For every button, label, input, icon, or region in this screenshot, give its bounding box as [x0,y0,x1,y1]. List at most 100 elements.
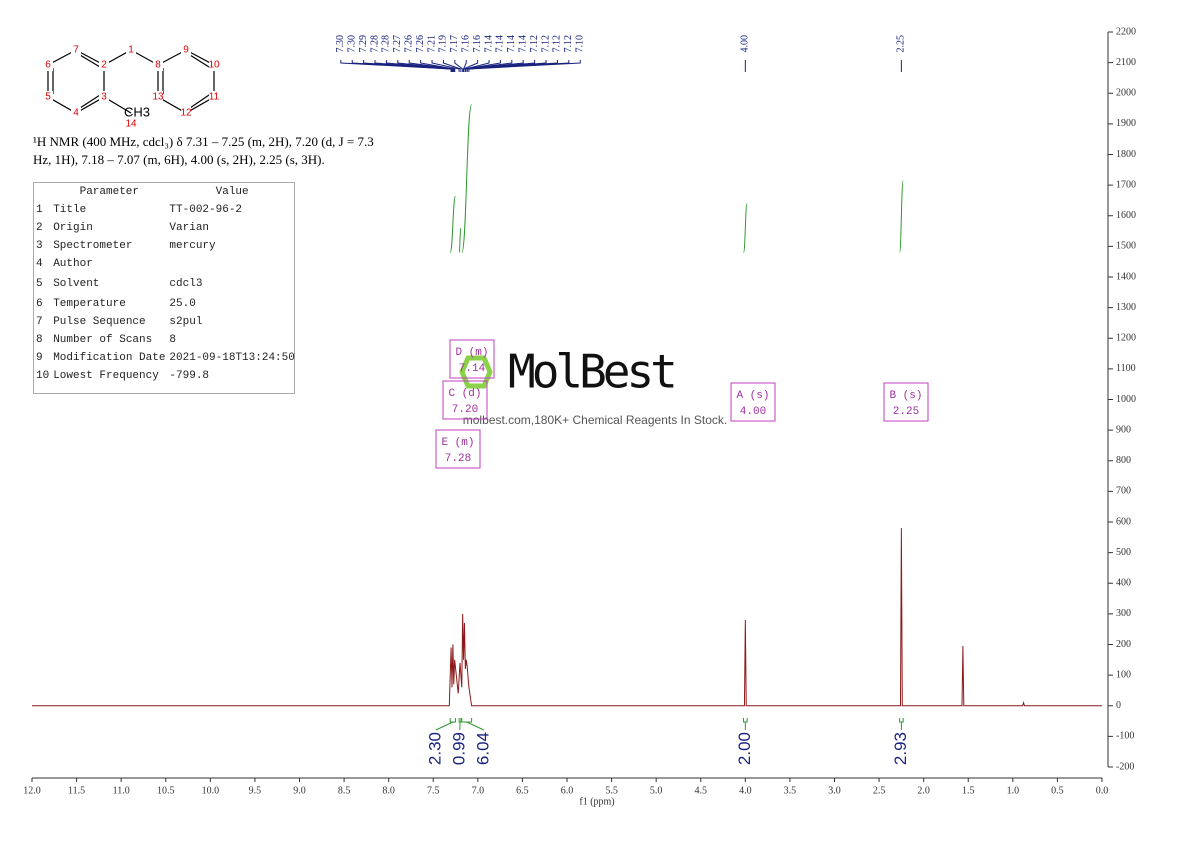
multiplet-label: B (s) [889,390,922,402]
spectrum-line [32,528,1102,707]
atom-label: 6 [45,60,51,71]
y-tick-label: 1100 [1116,363,1136,374]
atom-label: 7 [73,45,79,56]
x-tick-label: 1.5 [962,785,975,796]
table-header: Parameter Value [34,183,297,201]
y-tick-label: 1500 [1116,241,1136,252]
peak-label: 7.10 [575,35,586,53]
x-tick-label: 3.0 [828,785,841,796]
peak-label: 7.27 [392,35,403,53]
peak-label: 7.30 [335,35,346,53]
x-tick-label: 2.5 [873,785,886,796]
atom-label-bg [71,44,81,56]
integral-label: 2.00 [735,732,754,765]
x-tick-label: 8.5 [338,785,351,796]
x-tick-label: 4.5 [695,785,708,796]
x-tick-label: 5.5 [605,785,618,796]
x-tick-label: 2.0 [917,785,930,796]
multiplet-shift: 7.28 [445,453,471,465]
x-tick-label: 0.5 [1051,785,1064,796]
table-cell: 9 [36,352,43,364]
x-tick-label: 10.5 [157,785,175,796]
peak-label: 4.00 [740,35,751,53]
y-tick-label: 600 [1116,516,1131,527]
table-cell: -799.8 [169,370,210,382]
peak-label: 7.17 [449,35,460,53]
table-cell: cdcl3 [169,278,203,290]
x-tick-label: 9.5 [249,785,262,796]
table-cell: 2 [36,222,43,234]
multiplet-box [730,382,776,422]
table-cell: Varian [169,222,210,234]
peak-marker [454,60,464,72]
x-tick-label: 7.5 [427,785,440,796]
multiplet-shift: 7.20 [452,404,478,416]
y-tick-label: 300 [1116,608,1131,619]
atom-label: 13 [152,92,164,103]
atom-label-bg [71,107,81,119]
watermark-tagline: molbest.com,180K+ Chemical Reagents In S… [463,413,727,427]
atom-label-bg [181,44,191,56]
peak-marker [431,60,460,72]
integral-curve [458,227,462,253]
x-tick-label: 9.0 [293,785,306,796]
multiplet-box [449,339,495,379]
atom-label-bg [153,91,163,103]
x-tick-label: 5.0 [650,785,663,796]
multiplet-box [435,429,481,469]
x-tick-label: 6.0 [561,785,574,796]
table-cell: Solvent [53,278,100,290]
peak-label: 7.14 [495,35,506,53]
logo [459,355,493,389]
integral-curve [743,203,748,253]
y-tick-label: 1300 [1116,302,1136,313]
multiplet-label: C (d) [448,388,481,400]
atom-label: 9 [183,45,189,56]
atom-label-bg [153,59,163,71]
peak-marker [464,60,524,72]
bond [79,94,101,109]
header-cell: Parameter [79,186,140,198]
x-tick-label: 11.0 [113,785,130,796]
multiplet-shift: 4.00 [740,406,766,418]
x-tick-label: 0.0 [1096,785,1109,796]
y-tick-label: 700 [1116,486,1131,497]
bond [189,54,210,68]
peak-label: 7.12 [552,35,563,53]
table-cell: 4 [36,258,43,270]
y-tick-label: 0 [1116,700,1121,711]
table-row: 3 Spectrometer mercury [34,237,297,255]
peak-marker [385,60,454,72]
y-tick-label: 400 [1116,578,1131,589]
table-row: 8 Number of Scans 8 [34,331,297,349]
multiplet-box [883,382,929,422]
multiplet-shift: 2.25 [893,406,919,418]
atom-label: 10 [208,60,220,71]
y-tick-label: 1900 [1116,118,1136,129]
table-cell: Author [53,258,93,270]
atom-label: 3 [101,92,107,103]
table-cell: Title [53,204,87,216]
header-cell: Value [215,186,249,198]
peak-label: 7.14 [506,35,517,53]
table-cell: Temperature [53,298,126,310]
x-tick-label: 7.0 [472,785,485,796]
peak-label: 7.12 [563,35,574,53]
atom-label: 1 [128,45,134,56]
table-cell: 7 [36,316,43,328]
y-tick-label: 2000 [1116,88,1136,99]
table-cell: Modification Date [53,352,166,364]
watermark-brand: MolBest [508,345,674,399]
y-tick-label: 1000 [1116,394,1136,405]
x-tick-label: 10.0 [202,785,220,796]
table-cell: 3 [36,240,43,252]
atom-label-bg [43,91,53,103]
y-tick-label: 1700 [1116,179,1136,190]
peak-marker [397,60,455,72]
peak-label: 7.28 [381,35,392,53]
table-row: 10 Lowest Frequency -799.8 [34,367,297,385]
bond [79,54,101,68]
integral-curve [449,195,457,253]
table-cell [167,255,296,273]
